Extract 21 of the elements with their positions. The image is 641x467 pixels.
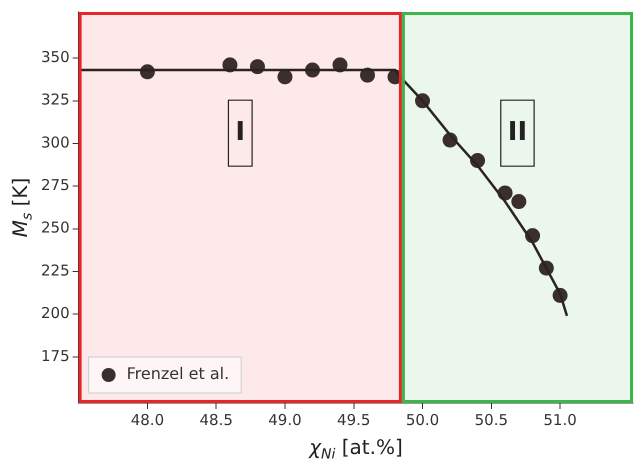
band-label: II — [508, 116, 528, 147]
y-tick-label: 325 — [40, 90, 70, 109]
x-tick-label: 50.0 — [406, 410, 440, 429]
x-tick-label: 49.5 — [337, 410, 370, 429]
y-tick-label: 250 — [40, 218, 70, 237]
y-axis-title: Ms [K] — [8, 178, 36, 238]
x-tick-label: 48.0 — [130, 410, 164, 429]
y-tick-label: 225 — [40, 261, 70, 280]
y-tick-label: 175 — [40, 346, 70, 365]
y-tick-label: 300 — [40, 133, 70, 152]
legend-label: Frenzel et al. — [126, 364, 230, 384]
point — [511, 194, 526, 210]
point — [277, 69, 292, 84]
x-tick-label: 51.0 — [543, 410, 577, 429]
y-tick-label: 350 — [40, 48, 70, 66]
x-tick-label: 48.5 — [199, 410, 233, 429]
x-tick-label: 50.5 — [474, 410, 508, 429]
x-tick-label: 49.0 — [268, 410, 302, 429]
y-tick-label: 200 — [40, 304, 70, 322]
band-label: I — [235, 116, 246, 147]
y-tick-label: 275 — [40, 176, 70, 194]
